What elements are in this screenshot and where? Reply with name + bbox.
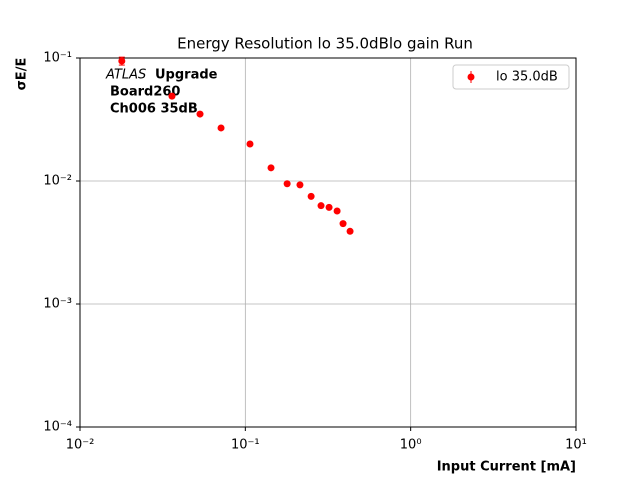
- data-point: [339, 220, 347, 228]
- data-point: [333, 207, 341, 215]
- legend-label: lo 35.0dB: [496, 70, 558, 85]
- data-point: [168, 92, 176, 100]
- x-tick-label: 10¹: [565, 438, 587, 453]
- chart-title: Energy Resolution lo 35.0dBlo gain Run: [177, 35, 473, 53]
- y-tick-label: 10⁻²: [43, 174, 72, 189]
- data-point: [346, 227, 354, 235]
- y-tick-label: 10⁻¹: [43, 51, 72, 66]
- x-tick-label: 10⁻²: [66, 438, 95, 453]
- y-tick-label: 10⁻³: [43, 297, 72, 312]
- data-point: [283, 180, 291, 188]
- annotation: Board260: [110, 85, 180, 100]
- data-point: [307, 192, 315, 200]
- legend-marker: [467, 73, 475, 81]
- legend-box: [452, 64, 570, 90]
- data-point: [317, 202, 325, 210]
- data-point: [118, 57, 126, 65]
- data-point: [267, 164, 275, 172]
- annotation: ATLAS: [105, 68, 146, 83]
- y-tick-label: 10⁻⁴: [43, 420, 72, 435]
- x-tick-label: 10⁰: [400, 438, 422, 453]
- annotation: Ch006 35dB: [110, 102, 198, 117]
- plot-frame: [79, 57, 577, 428]
- x-tick-label: 10⁻¹: [231, 438, 260, 453]
- data-point: [246, 140, 254, 148]
- data-point: [196, 110, 204, 118]
- data-point: [296, 181, 304, 189]
- x-axis-label: Input Current [mA]: [437, 460, 576, 475]
- data-point: [217, 124, 225, 132]
- y-axis-label: σE/E: [15, 58, 30, 91]
- annotation: Upgrade: [155, 68, 218, 83]
- data-point: [325, 203, 333, 211]
